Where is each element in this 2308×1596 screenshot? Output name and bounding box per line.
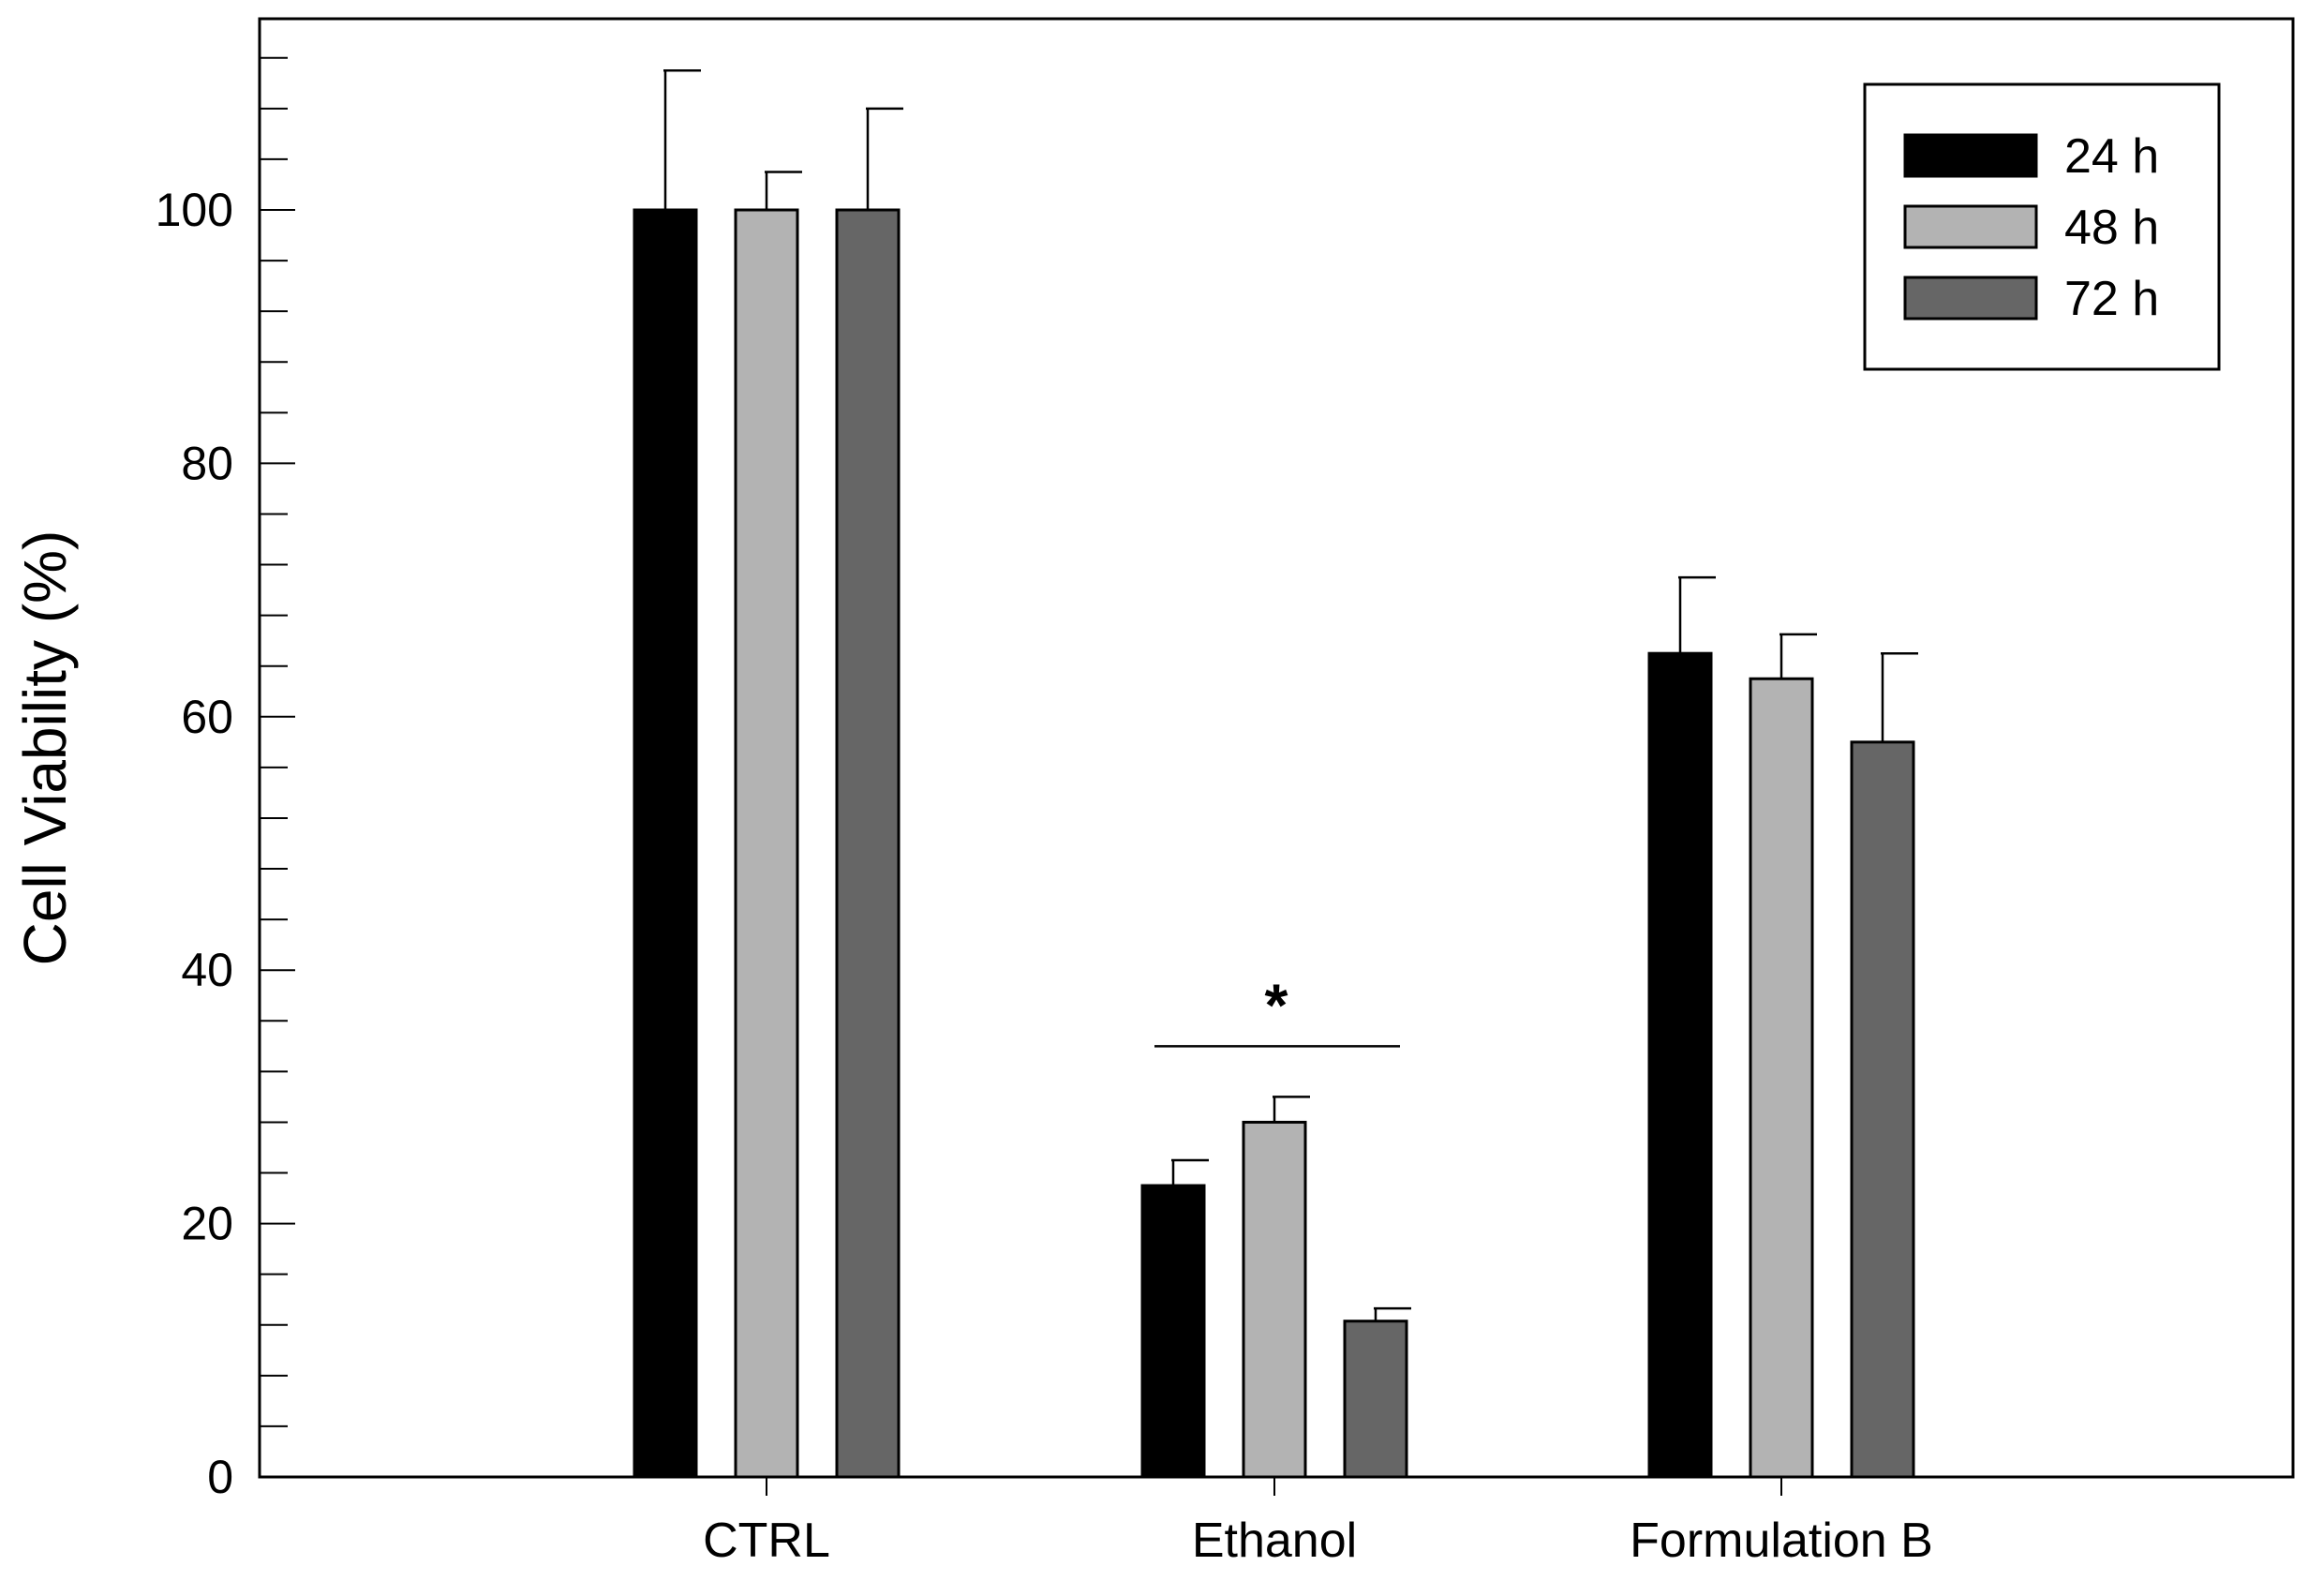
bar-72h-ctrl [835, 208, 901, 1479]
bar-72h-formulation-b [1850, 740, 1915, 1479]
x-tick-label: Formulation B [1630, 1514, 1933, 1568]
y-axis-ticks: 0 20 40 60 80 100 [156, 56, 295, 1503]
y-tick-label: 60 [181, 691, 233, 743]
y-tick-label: 80 [181, 437, 233, 489]
legend-swatch-72h [1903, 276, 2038, 321]
significance-marker: * [1265, 971, 1288, 1038]
bar-24h-ctrl [633, 208, 698, 1479]
legend-label: 48 h [2064, 201, 2159, 255]
bar-48h-formulation-b [1749, 677, 1814, 1479]
bar-72h-ethanol [1343, 1320, 1408, 1479]
legend-label: 72 h [2064, 272, 2159, 326]
y-tick-label: 40 [181, 944, 233, 996]
legend-swatch-48h [1903, 204, 2038, 249]
bar-24h-formulation-b [1647, 651, 1713, 1479]
bar-48h-ctrl [734, 208, 799, 1479]
y-tick-label: 0 [207, 1451, 233, 1503]
bar-24h-ethanol [1140, 1184, 1206, 1479]
bar-48h-ethanol [1242, 1120, 1307, 1479]
x-tick-label: Ethanol [1192, 1514, 1357, 1568]
legend-label: 24 h [2064, 129, 2159, 184]
x-tick-label: CTRL [703, 1514, 830, 1568]
error-bars [663, 69, 1918, 1321]
legend: 24 h 48 h 72 h [1863, 82, 2221, 371]
annotations: * [1154, 971, 1400, 1048]
legend-swatch-24h [1903, 133, 2038, 178]
x-axis-ticks: CTRL Ethanol Formulation B [703, 1477, 1933, 1568]
bar-series [633, 208, 1915, 1479]
y-axis-title: Cell Viability (%) [11, 530, 79, 966]
y-tick-label: 20 [181, 1198, 233, 1250]
y-tick-label: 100 [156, 184, 233, 236]
